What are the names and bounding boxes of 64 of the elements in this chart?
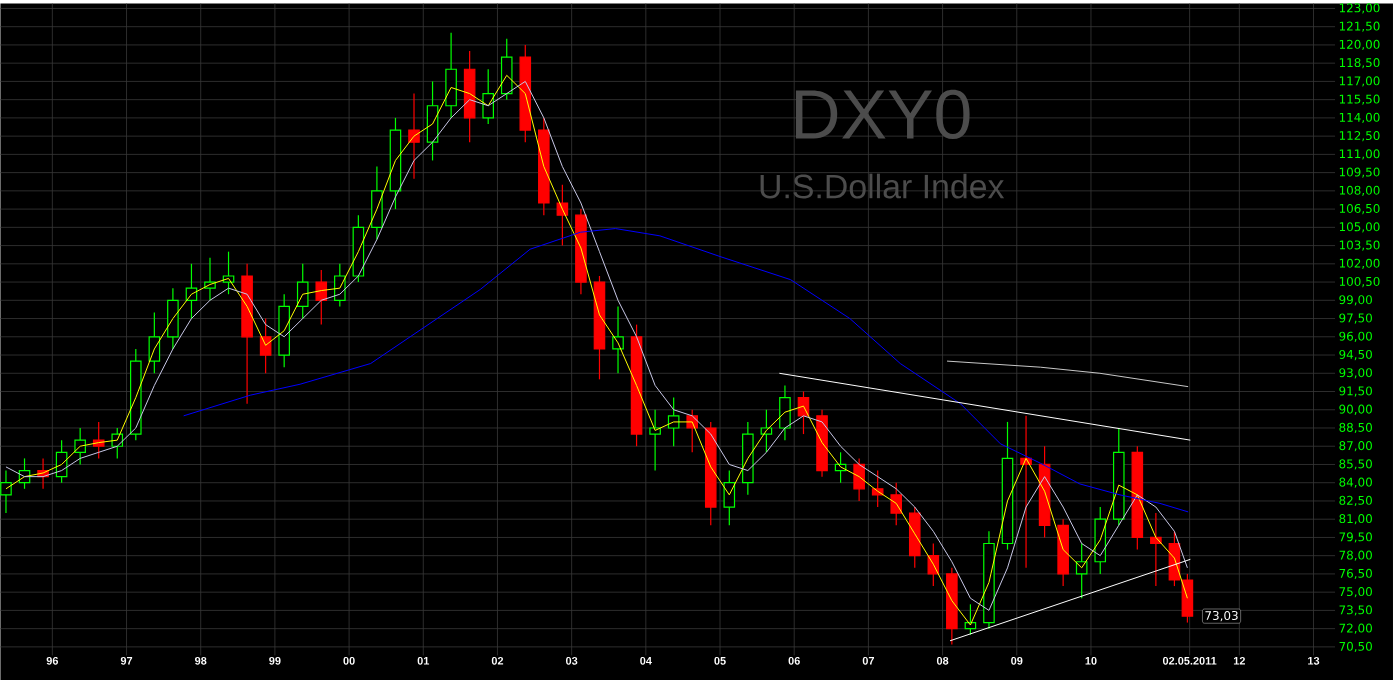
y-tick-label: 90,00 — [1339, 404, 1372, 415]
y-tick-label: 121,50 — [1339, 21, 1380, 32]
text: U.S.Dollar Index — [760, 173, 1005, 199]
y-tick-label: 120,00 — [1339, 39, 1380, 50]
y-tick-label: 81,00 — [1339, 513, 1372, 525]
y-tick-label: 88,50 — [1339, 422, 1372, 433]
candlestick — [890, 481, 903, 526]
y-tick-label: 123,00 — [1339, 3, 1380, 14]
x-tick-label: 08 — [936, 656, 949, 665]
y-tick-label: 105,00 — [1339, 222, 1380, 233]
x-tick-label: 03 — [566, 656, 578, 665]
y-tick-label: 103,50 — [1339, 240, 1380, 251]
y-tick-label: 100,50 — [1339, 276, 1380, 288]
x-tick-label: 10 — [1085, 656, 1097, 665]
x-tick-label: 06 — [788, 656, 800, 665]
y-tick-label: 70,50 — [1339, 641, 1372, 652]
candlestick — [408, 92, 420, 180]
y-tick-label: 93,00 — [1339, 367, 1372, 379]
y-tick-label: 109,50 — [1339, 167, 1380, 178]
x-tick-label: 02 — [491, 656, 504, 665]
y-tick-label: 108,00 — [1339, 185, 1380, 196]
y-tick-label: 85,50 — [1339, 459, 1372, 470]
y-tick-label: 118,50 — [1339, 57, 1380, 69]
x-tick-label: 12 — [1233, 656, 1245, 665]
y-tick-label: 75,00 — [1339, 586, 1372, 598]
x-tick-label: 13 — [1308, 656, 1320, 665]
line-series — [183, 227, 1189, 513]
y-tick-label: 76,50 — [1339, 568, 1372, 579]
y-tick-label: 96,00 — [1339, 331, 1372, 342]
x-tick-label: 98 — [195, 656, 207, 665]
y-tick-label: 79,50 — [1339, 532, 1372, 543]
y-tick-label: 73,50 — [1339, 605, 1372, 616]
y-tick-label: 94,50 — [1339, 349, 1372, 360]
line-series — [946, 360, 1189, 387]
candlestick — [649, 408, 661, 471]
x-tick-label: 00 — [343, 656, 355, 665]
x-tick-label: 01 — [417, 656, 430, 665]
text: DXY0 — [795, 89, 970, 139]
y-tick-label: 117,00 — [1339, 76, 1380, 87]
y-tick-label: 84,00 — [1339, 477, 1372, 488]
y-tick-label: 112,50 — [1339, 130, 1380, 142]
x-tick-label: 04 — [640, 656, 652, 665]
y-tick-label: 97,50 — [1339, 313, 1372, 324]
x-tick-label: 02.05.2011 — [1162, 656, 1217, 665]
y-tick-label: 102,00 — [1339, 258, 1380, 269]
candlestick — [667, 396, 680, 447]
y-tick-label: 99,00 — [1339, 294, 1372, 306]
x-tick-label: 07 — [862, 656, 875, 665]
y-tick-label: 78,00 — [1339, 550, 1372, 561]
candlestick — [760, 408, 773, 453]
y-tick-label: 106,50 — [1339, 203, 1380, 215]
x-tick-label: 05 — [714, 656, 726, 665]
annotation: 73,03 — [1205, 610, 1238, 622]
y-tick-label: 82,50 — [1339, 495, 1372, 506]
x-tick-label: 09 — [1011, 656, 1023, 665]
x-tick-label: 96 — [46, 656, 59, 665]
x-tick-label: 97 — [120, 656, 133, 665]
y-tick-label: 111,00 — [1339, 149, 1380, 160]
y-tick-label: 91,50 — [1339, 386, 1372, 397]
y-tick-label: 114,00 — [1339, 112, 1380, 123]
y-tick-label: 115,50 — [1339, 94, 1380, 105]
x-tick-label: 99 — [269, 656, 281, 665]
y-tick-label: 72,00 — [1339, 623, 1372, 634]
y-tick-label: 87,00 — [1339, 440, 1372, 452]
